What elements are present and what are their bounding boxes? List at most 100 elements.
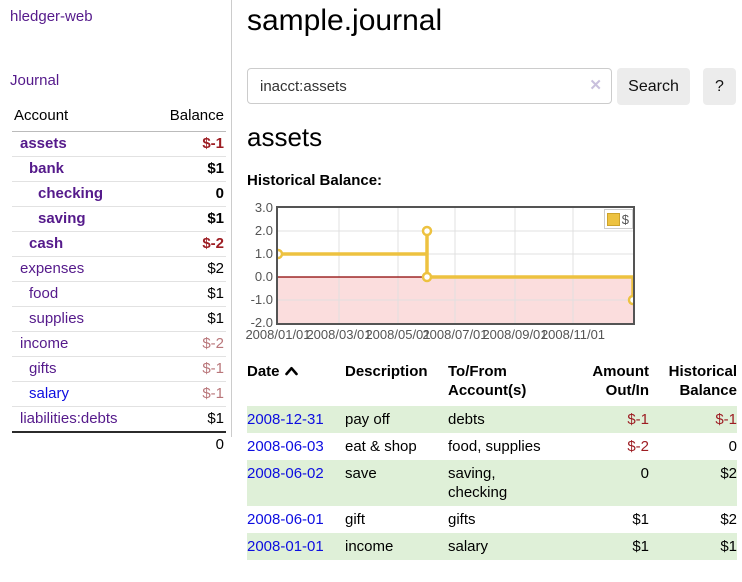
transaction-balance: $2 [720, 511, 737, 528]
search-input-wrap: ✕ [247, 68, 612, 104]
account-link-bank[interactable]: bank [29, 160, 65, 177]
register-header-date[interactable]: Date [247, 358, 345, 406]
account-balance: $-1 [150, 356, 226, 382]
x-tick: 2008/11/01 [540, 327, 606, 342]
register-table: Date Description To/From Account(s) Amou… [247, 358, 737, 560]
account-link-salary[interactable]: salary [29, 385, 70, 402]
transaction-balance: $2 [720, 465, 737, 482]
register-header-row: Date Description To/From Account(s) Amou… [247, 358, 737, 406]
accounts-total-row: 0 [12, 431, 226, 457]
transaction-accounts: salary [448, 538, 489, 555]
table-row: expenses $2 [12, 256, 226, 282]
chart-title: Historical Balance: [247, 172, 383, 189]
table-row: gifts $-1 [12, 356, 226, 382]
accounts-header-row: Account Balance [12, 102, 226, 132]
clear-search-icon[interactable]: ✕ [589, 77, 602, 94]
table-row: food $1 [12, 281, 226, 307]
sort-ascending-icon [284, 366, 298, 376]
table-row: 2008-06-02 save saving, checking 0 $2 [247, 460, 737, 506]
account-link-liabilities-debts[interactable]: liabilities:debts [20, 410, 118, 427]
account-balance: $1 [150, 406, 226, 433]
help-button[interactable]: ? [703, 68, 736, 105]
transaction-amount: $-2 [627, 438, 649, 455]
table-row: salary $-1 [12, 381, 226, 407]
account-link-supplies[interactable]: supplies [29, 310, 85, 327]
x-tick: 2008/01/01 [245, 327, 311, 342]
transaction-balance: $-1 [715, 411, 737, 428]
accounts-table: Account Balance assets $-1 bank $1 check… [12, 102, 226, 457]
account-link-income[interactable]: income [20, 335, 69, 352]
page-title: sample.journal [247, 4, 443, 37]
account-link-gifts[interactable]: gifts [29, 360, 57, 377]
account-balance: $1 [150, 156, 226, 182]
account-balance: $-2 [150, 331, 226, 357]
account-link-assets[interactable]: assets [20, 135, 67, 152]
table-row: checking 0 [12, 181, 226, 207]
table-row: 2008-12-31 pay off debts $-1 $-1 [247, 406, 737, 433]
chart-plot-area [272, 206, 639, 325]
table-row: cash $-2 [12, 231, 226, 257]
account-link-food[interactable]: food [29, 285, 59, 302]
historical-balance-chart: 3.0 2.0 1.0 0.0 -1.0 -2.0 [245, 198, 737, 348]
x-tick: 2008/09/01 [482, 327, 548, 342]
transaction-description: pay off [345, 411, 390, 428]
transaction-date-link[interactable]: 2008-06-03 [247, 438, 324, 455]
register-header-description: Description [345, 363, 428, 380]
account-balance: $-1 [150, 381, 226, 407]
search-button[interactable]: Search [617, 68, 690, 105]
accounts-total-value: 0 [150, 431, 226, 457]
transaction-accounts: gifts [448, 511, 476, 528]
transaction-amount: 0 [640, 465, 649, 482]
table-row: 2008-06-01 gift gifts $1 $2 [247, 506, 737, 533]
gridlines [278, 208, 633, 323]
table-row: supplies $1 [12, 306, 226, 332]
table-row: assets $-1 [12, 131, 226, 157]
account-link-cash[interactable]: cash [29, 235, 64, 252]
account-balance: $-2 [150, 231, 226, 257]
account-balance: 0 [150, 181, 226, 207]
transaction-description: eat & shop [345, 438, 417, 455]
transaction-description: gift [345, 511, 366, 528]
account-balance: $1 [150, 306, 226, 332]
x-tick: 2008/07/01 [422, 327, 488, 342]
y-tick: 3.0 [254, 200, 273, 215]
table-row: income $-2 [12, 331, 226, 357]
y-tick: -2.0 [250, 315, 273, 330]
table-row: bank $1 [12, 156, 226, 182]
table-row: saving $1 [12, 206, 226, 232]
chart-canvas [272, 208, 639, 323]
account-balance: $-1 [150, 131, 226, 157]
legend-label: $ [621, 211, 629, 227]
table-row: 2008-06-03 eat & shop food, supplies $-2… [247, 433, 737, 460]
account-link-expenses[interactable]: expenses [20, 260, 85, 277]
x-tick: 2008/05/01 [365, 327, 431, 342]
table-row: 2008-01-01 income salary $1 $1 [247, 533, 737, 560]
account-balance: $2 [150, 256, 226, 282]
y-tick: 0.0 [254, 269, 273, 284]
y-tick: 1.0 [254, 246, 273, 261]
transaction-amount: $1 [632, 511, 649, 528]
transaction-accounts: debts [448, 411, 485, 428]
search-input[interactable] [247, 68, 612, 104]
transaction-date-link[interactable]: 2008-06-01 [247, 511, 324, 528]
account-link-checking[interactable]: checking [38, 185, 104, 202]
account-link-saving[interactable]: saving [38, 210, 86, 227]
register-header-accounts: To/From Account(s) [448, 363, 527, 399]
transaction-amount: $-1 [627, 411, 649, 428]
y-tick: -1.0 [250, 292, 273, 307]
search-form: ✕ Search ? [247, 68, 737, 105]
brand-link[interactable]: hledger-web [10, 8, 93, 25]
transaction-balance: $1 [720, 538, 737, 555]
sidebar: hledger-web Journal Account Balance asse… [0, 0, 232, 457]
account-balance: $1 [150, 281, 226, 307]
sidebar-item-journal[interactable]: Journal [10, 72, 60, 89]
transaction-date-link[interactable]: 2008-12-31 [247, 411, 324, 428]
transaction-accounts: saving, checking [448, 465, 508, 501]
transaction-date-link[interactable]: 2008-06-02 [247, 465, 324, 482]
register-header-balance: Historical Balance [668, 363, 737, 399]
transaction-date-link[interactable]: 2008-01-01 [247, 538, 324, 555]
y-tick: 2.0 [254, 223, 273, 238]
register-header-amount: Amount Out/In [592, 363, 649, 399]
transaction-accounts: food, supplies [448, 438, 541, 455]
table-row: liabilities:debts $1 [12, 406, 226, 433]
